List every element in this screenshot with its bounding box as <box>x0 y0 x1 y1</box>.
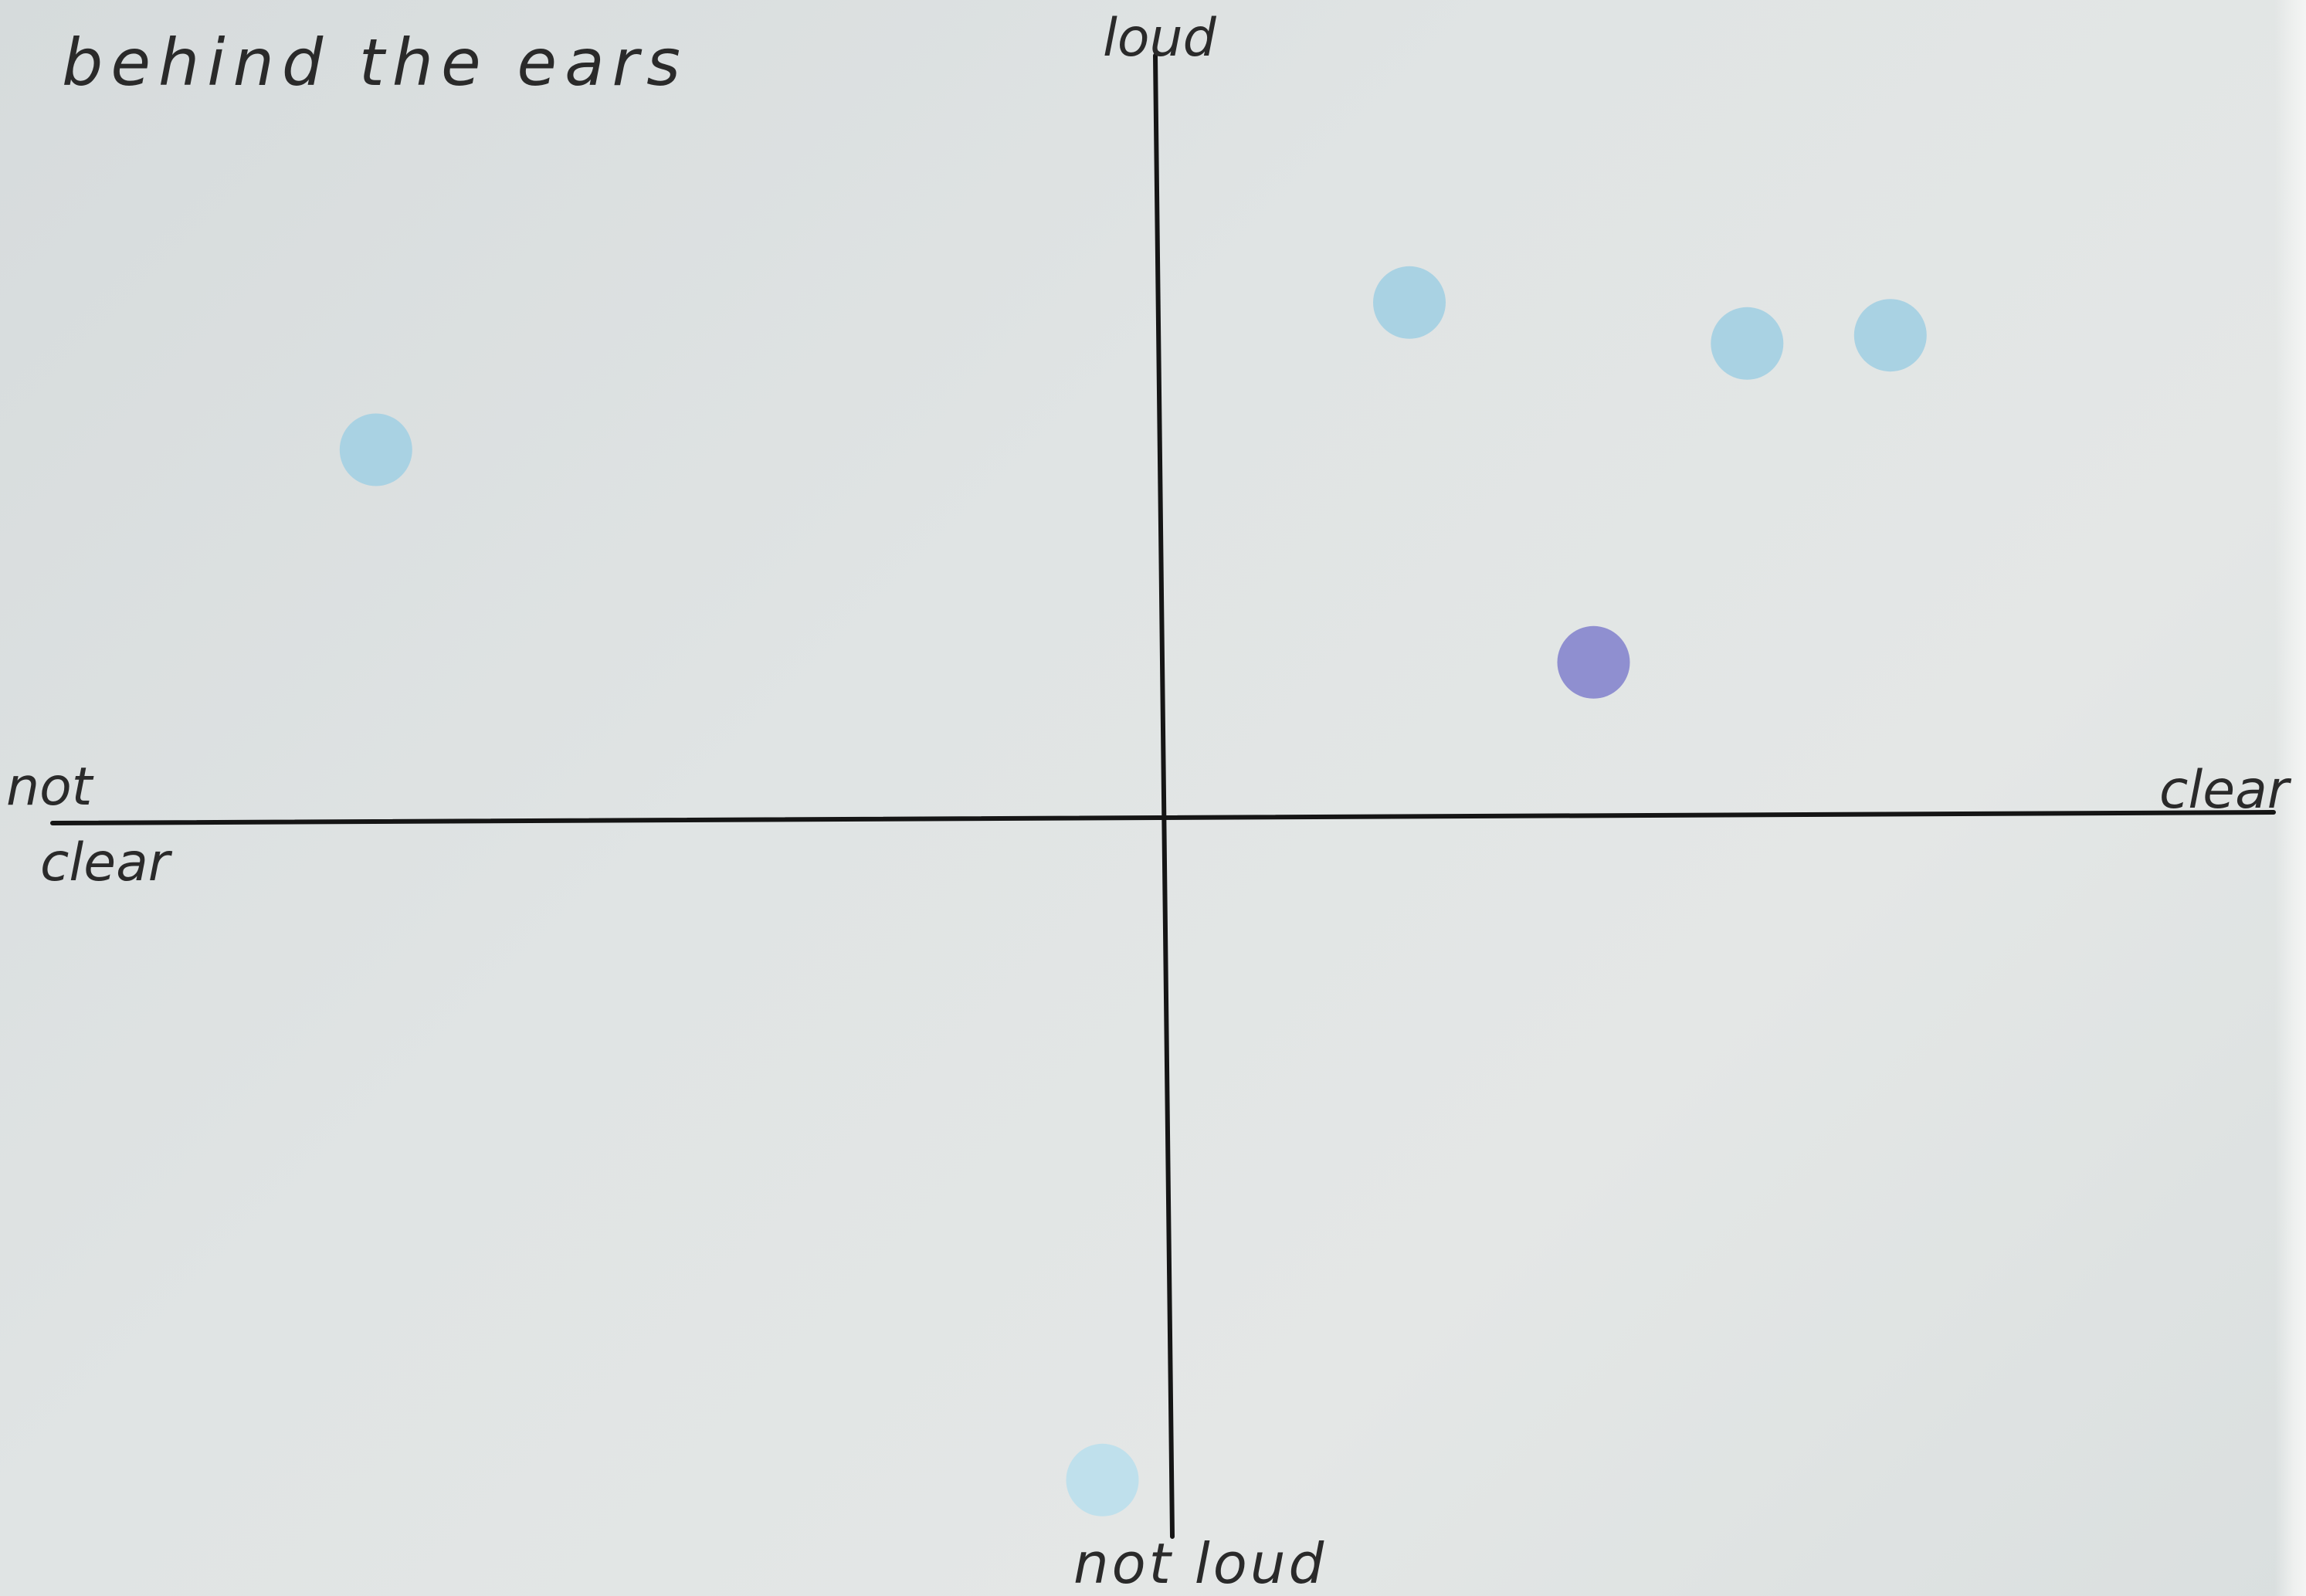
card-edge <box>2275 0 2306 1596</box>
y-axis-line <box>1153 53 1175 1539</box>
points-layer <box>339 266 1927 1516</box>
data-point-3 <box>1711 307 1784 380</box>
data-point-2 <box>1373 266 1446 339</box>
data-point-1 <box>339 413 412 486</box>
x-axis-negative-label-line1: not <box>6 757 94 818</box>
y-axis-positive-label: loud <box>1103 8 1217 69</box>
y-axis-negative-label: not loud <box>1073 1531 1327 1596</box>
data-point-6 <box>1066 1443 1139 1516</box>
x-axis-negative-label-line2: clear <box>40 832 173 893</box>
chart-title: behind the ears <box>62 25 688 100</box>
data-point-4 <box>1853 299 1927 372</box>
data-point-5 <box>1557 625 1630 699</box>
x-axis-positive-label: clear <box>2159 760 2292 821</box>
